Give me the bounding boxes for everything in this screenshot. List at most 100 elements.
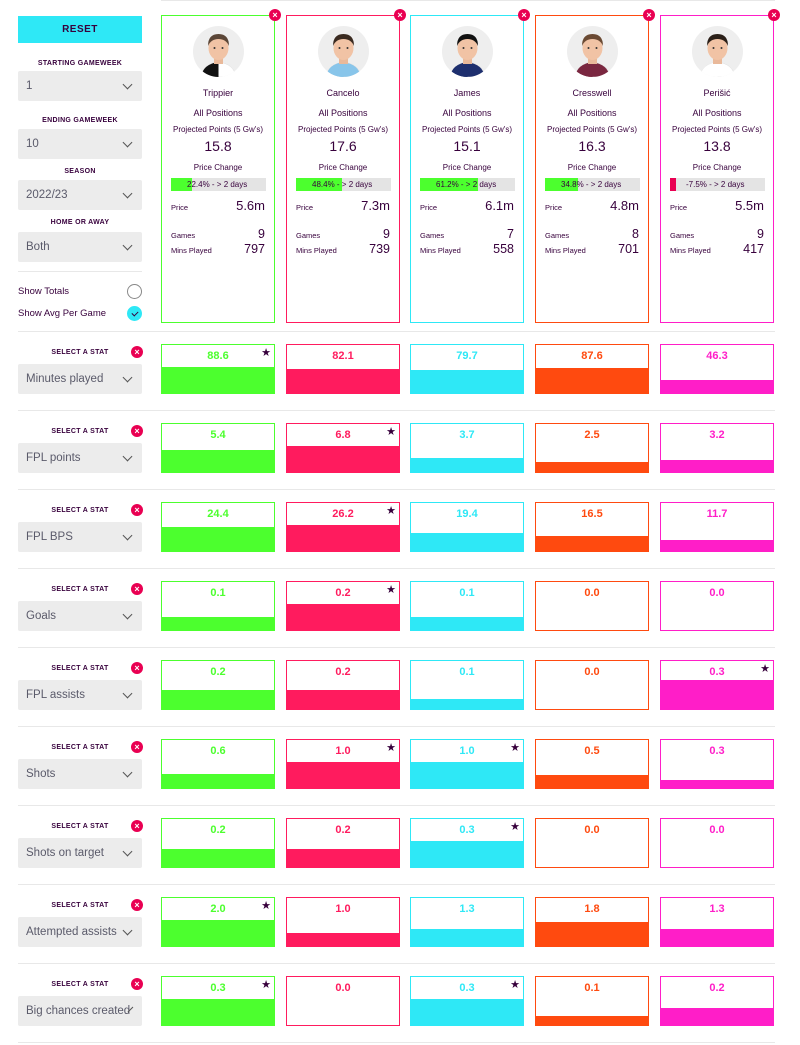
- stat-select[interactable]: FPL points: [18, 443, 142, 473]
- remove-stat-button[interactable]: ×: [131, 978, 143, 990]
- remove-stat-button[interactable]: ×: [131, 741, 143, 753]
- price-value: 5.5m: [735, 198, 764, 213]
- mins-played-label: Mins Played: [296, 246, 337, 255]
- stat-value: 1.3: [709, 903, 725, 915]
- player-position: All Positions: [692, 108, 742, 118]
- remove-player-button[interactable]: ×: [768, 9, 780, 21]
- stat-value-box: 1.8: [535, 897, 649, 947]
- stat-select[interactable]: FPL assists: [18, 680, 142, 710]
- stat-value-fill: [287, 604, 399, 630]
- stat-value: 0.0: [584, 824, 600, 836]
- price-change-fill: [296, 178, 342, 191]
- stat-value: 0.3: [709, 745, 725, 757]
- stat-select-value: Big chances created: [26, 1005, 131, 1017]
- price-label: Price: [670, 203, 688, 212]
- price-change-bar: 34.8% - > 2 days: [545, 178, 640, 191]
- show-avg-radio[interactable]: [127, 306, 142, 321]
- stat-value: 0.1: [584, 982, 600, 994]
- stat-select[interactable]: Shots: [18, 759, 142, 789]
- stat-select-value: FPL assists: [26, 689, 86, 701]
- star-icon: ★: [386, 505, 396, 517]
- remove-stat-button[interactable]: ×: [131, 662, 143, 674]
- stat-value-fill: [162, 774, 274, 788]
- select-stat-label: SELECT A STAT: [51, 902, 109, 909]
- price-value: 4.8m: [610, 198, 639, 213]
- show-avg-row[interactable]: Show Avg Per Game: [18, 306, 142, 321]
- star-icon: ★: [386, 584, 396, 596]
- stat-value-box: 1.0 ★: [410, 739, 524, 789]
- starting-gameweek-select[interactable]: 1: [18, 71, 142, 101]
- stat-value-box: 0.1: [535, 976, 649, 1026]
- ending-gameweek-label: ENDING GAMEWEEK: [42, 117, 118, 124]
- stat-value-box: 0.3 ★: [410, 818, 524, 868]
- stat-value-box: 6.8 ★: [286, 423, 400, 473]
- show-totals-radio[interactable]: [127, 284, 142, 299]
- star-icon: ★: [261, 900, 271, 912]
- stat-select[interactable]: Minutes played: [18, 364, 142, 394]
- home-away-value: Both: [26, 241, 50, 253]
- stat-select[interactable]: Attempted assists: [18, 917, 142, 947]
- mins-played-label-row: Mins Played 701: [545, 242, 639, 256]
- season-select[interactable]: 2022/23: [18, 180, 142, 210]
- remove-player-button[interactable]: ×: [643, 9, 655, 21]
- price-change-text: 22.4% - > 2 days: [187, 180, 248, 189]
- divider: [18, 1042, 775, 1043]
- star-icon: ★: [386, 742, 396, 754]
- remove-player-button[interactable]: ×: [518, 9, 530, 21]
- remove-player-button[interactable]: ×: [394, 9, 406, 21]
- stat-value: 0.0: [709, 824, 725, 836]
- stat-value-box: 2.0 ★: [161, 897, 275, 947]
- price-label-row: Price 7.3m: [296, 198, 390, 213]
- stat-value-fill: [661, 1008, 773, 1025]
- stat-value: 24.4: [207, 508, 229, 520]
- stat-value-fill: [287, 690, 399, 709]
- show-totals-label: Show Totals: [18, 286, 70, 297]
- stat-value-fill: [287, 933, 399, 946]
- close-icon: ×: [269, 9, 281, 21]
- price-value: 5.6m: [236, 198, 265, 213]
- projected-points-label: Projected Points (5 Gw's): [297, 125, 388, 134]
- stat-select[interactable]: Big chances created: [18, 996, 142, 1026]
- player-card: × Cancelo All Positions Projected Points (5…: [286, 9, 406, 323]
- reset-button[interactable]: RESET: [18, 16, 142, 43]
- stat-value-box: 2.5: [535, 423, 649, 473]
- player-card: × Perišić All Positions Projected Points (5…: [660, 9, 780, 323]
- home-away-select[interactable]: Both: [18, 232, 142, 262]
- stat-value-box: 0.6: [161, 739, 275, 789]
- remove-stat-button[interactable]: ×: [131, 346, 143, 358]
- starting-gameweek-label: STARTING GAMEWEEK: [37, 60, 123, 67]
- mins-played-label-row: Mins Played 797: [171, 242, 265, 256]
- stat-value-fill: [411, 929, 523, 946]
- stat-value-fill: [162, 690, 274, 709]
- show-totals-row[interactable]: Show Totals: [18, 284, 142, 299]
- remove-stat-button[interactable]: ×: [131, 820, 143, 832]
- remove-stat-button[interactable]: ×: [131, 583, 143, 595]
- stat-select[interactable]: FPL BPS: [18, 522, 142, 552]
- stat-value-fill: [411, 370, 523, 393]
- price-label-row: Price 5.5m: [670, 198, 764, 213]
- remove-stat-button[interactable]: ×: [131, 425, 143, 437]
- stat-value-box: 0.1: [410, 581, 524, 631]
- games-label-row: Games 7: [420, 227, 514, 241]
- remove-player-button[interactable]: ×: [269, 9, 281, 21]
- stat-select[interactable]: Shots on target: [18, 838, 142, 868]
- stat-select-value: Minutes played: [26, 373, 104, 385]
- stat-select[interactable]: Goals: [18, 601, 142, 631]
- stat-value: 16.5: [581, 508, 603, 520]
- stat-value: 5.4: [210, 429, 226, 441]
- select-stat-label: SELECT A STAT: [51, 586, 109, 593]
- season-value: 2022/23: [26, 189, 68, 201]
- remove-stat-button[interactable]: ×: [131, 504, 143, 516]
- remove-stat-button[interactable]: ×: [131, 899, 143, 911]
- stat-value: 0.1: [459, 666, 475, 678]
- stat-select-value: Attempted assists: [26, 926, 117, 938]
- close-icon: ×: [518, 9, 530, 21]
- mins-played-value: 701: [618, 242, 639, 256]
- star-icon: ★: [261, 979, 271, 991]
- ending-gameweek-select[interactable]: 10: [18, 129, 142, 159]
- star-icon: ★: [510, 979, 520, 991]
- stat-value-fill: [411, 617, 523, 630]
- stat-value: 0.3: [709, 666, 725, 678]
- stat-value-fill: [411, 533, 523, 551]
- projected-points-value: 17.6: [329, 138, 357, 154]
